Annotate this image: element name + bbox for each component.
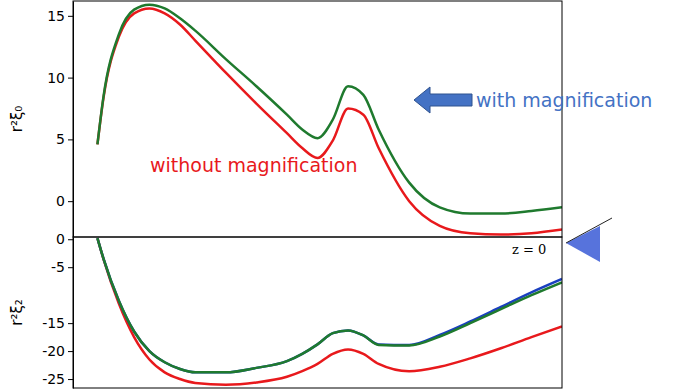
y-tick-mark — [68, 16, 73, 17]
series-line — [97, 238, 562, 385]
annotation-arrow — [414, 87, 472, 113]
inset-edge — [566, 218, 612, 243]
plot-frame — [73, 237, 562, 388]
y-tick: -15 — [42, 315, 73, 331]
y-tick-mark — [68, 323, 73, 324]
y-tick-mark — [68, 201, 73, 202]
y-tick: 0 — [56, 193, 73, 209]
y-axis-title: r²ξ₂ — [8, 299, 26, 326]
y-tick-mark — [68, 267, 73, 268]
y-tick-mark — [68, 139, 73, 140]
series-line — [97, 238, 562, 372]
y-axis: 0 5 10 15 — [47, 2, 73, 238]
y-tick-mark — [68, 351, 73, 352]
series-line — [97, 8, 562, 234]
y-tick-label: -20 — [42, 343, 65, 359]
y-tick: 10 — [47, 70, 73, 86]
y-tick-label: -25 — [42, 371, 65, 387]
y-tick: 0 — [56, 231, 73, 247]
inset-image — [566, 218, 612, 262]
y-tick-mark — [68, 379, 73, 380]
y-tick: -20 — [42, 343, 73, 359]
y-axis-line — [73, 238, 74, 389]
y-tick: -25 — [42, 371, 73, 387]
y-axis-title: r²ξ₀ — [8, 106, 26, 133]
chart: 0 5 10 15 r²ξ₀ without magnification with magn… — [0, 0, 696, 389]
y-tick-label: 10 — [47, 70, 65, 86]
y-tick-label: -15 — [42, 315, 65, 331]
annotation: z = 0 — [512, 242, 546, 257]
y-tick-label: 15 — [47, 8, 65, 24]
series-line — [97, 238, 562, 372]
y-tick-mark — [68, 78, 73, 79]
plot-lines — [97, 238, 562, 385]
annotation: without magnification — [150, 154, 357, 176]
inset-cone — [566, 226, 600, 262]
y-axis: 0 -5 -15 -20 -25 — [42, 231, 73, 388]
y-tick-label: -5 — [51, 259, 65, 275]
y-axis-line — [73, 2, 74, 238]
y-tick: 15 — [47, 8, 73, 24]
y-tick-label: 0 — [56, 231, 65, 247]
y-tick: -5 — [51, 259, 73, 275]
plot-frame — [73, 1, 562, 237]
annotation: with magnification — [476, 89, 652, 111]
y-tick-label: 0 — [56, 193, 65, 209]
y-tick-label: 5 — [56, 131, 65, 147]
y-tick-mark — [68, 239, 73, 240]
y-tick: 5 — [56, 131, 73, 147]
plot-lines — [97, 5, 562, 235]
